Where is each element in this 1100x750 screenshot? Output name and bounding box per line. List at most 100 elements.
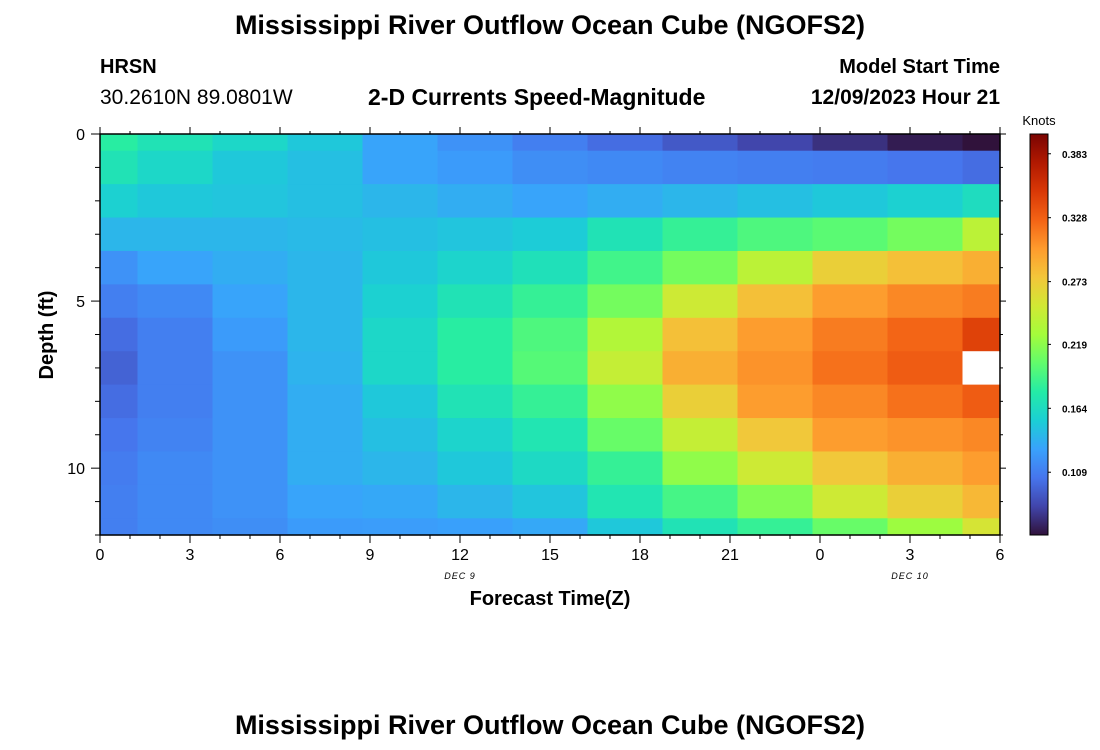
colorbar-tick-label: 0.273 [1062,278,1087,289]
heatmap-cell [100,150,139,185]
heatmap-cell [212,150,289,185]
heatmap-cell [662,184,739,219]
x-tick-label: 15 [541,547,559,564]
heatmap-cell [662,317,739,352]
heatmap-cell [137,518,214,536]
heatmap-cell [437,250,514,285]
heatmap-cell [737,451,814,486]
heatmap-cell [287,134,364,152]
heatmap-cell [100,217,139,252]
heatmap-cell [887,451,964,486]
heatmap-cell [362,418,439,453]
heatmap-cell [512,451,589,486]
heatmap-cell [737,418,814,453]
heatmap-cell [362,451,439,486]
heatmap-cell [212,351,289,386]
colorbar-gradient [1029,133,1049,536]
heatmap-cell [812,250,889,285]
heatmap-cell [100,384,139,419]
heatmap-cell [812,284,889,319]
heatmap-cell [212,484,289,519]
heatmap-cell [962,150,1001,185]
x-tick-label: 3 [186,547,195,564]
heatmap-cell [100,518,139,536]
heatmap-cell [287,384,364,419]
heatmap-cell [137,351,214,386]
x-tick-label: 3 [906,547,915,564]
heatmap-cell [437,184,514,219]
heatmap-cell [587,351,664,386]
heatmap-cell [137,150,214,185]
heatmap-cell [287,518,364,536]
heatmap-cell [887,150,964,185]
heatmap-cell [287,150,364,185]
x-tick-label: 21 [721,547,739,564]
x-tick-label: 6 [276,547,285,564]
heatmap-cell [362,317,439,352]
heatmap-cell [437,518,514,536]
heatmap-cell [962,518,1001,536]
heatmap-cell [137,217,214,252]
heatmap-cell [212,418,289,453]
heatmap-cell [662,418,739,453]
heatmap-cell [100,184,139,219]
heatmap-cell [887,384,964,419]
heatmap-cell [512,284,589,319]
heatmap-cell [812,451,889,486]
heatmap-cell [662,284,739,319]
heatmap-cell [887,284,964,319]
heatmap-cell [737,134,814,152]
heatmap-chart: 0 3 6 9 12 15 18 21 0 3 6 0 5 10 Forecast Time(Z) De… [36,113,1087,610]
heatmap-cell [512,217,589,252]
heatmap-cell [737,250,814,285]
heatmap-cell [812,518,889,536]
heatmap-cell [962,250,1001,285]
heatmap-cell [362,484,439,519]
model-start-label: Model Start Time [839,56,1000,78]
heatmap-cell [662,217,739,252]
heatmap-cell [512,518,589,536]
heatmap-cell [437,284,514,319]
heatmap-cell [362,184,439,219]
heatmap-cell [287,484,364,519]
heatmap-cell [287,418,364,453]
heatmap-cell [512,150,589,185]
chart-subtitle: 2-D Currents Speed-Magnitude [368,84,706,110]
heatmap-cell [137,451,214,486]
station-id: HRSN [100,56,157,78]
heatmap-cell [287,217,364,252]
heatmap-cell [287,317,364,352]
heatmap-cell [212,284,289,319]
heatmap-cell [962,484,1001,519]
heatmap-cell [962,451,1001,486]
heatmap-cell [962,418,1001,453]
heatmap-cell [512,484,589,519]
heatmap-cell [362,150,439,185]
heatmap-cell [100,484,139,519]
heatmap-cell [737,317,814,352]
heatmap-cell [512,351,589,386]
heatmap-cell [587,184,664,219]
heatmap-cell [437,134,514,152]
heatmap-cell [737,150,814,185]
heatmap-cell [962,351,1001,386]
heatmap-cell [212,518,289,536]
heatmap-cell [512,134,589,152]
heatmap-cell [587,284,664,319]
heatmap-cell [212,134,289,152]
x-tick-label: 18 [631,547,649,564]
heatmap-cell [662,384,739,419]
heatmap-cell [962,384,1001,419]
heatmap-cell [662,351,739,386]
colorbar-title: Knots [1022,113,1056,128]
heatmap-cell [887,317,964,352]
heatmap-cell [362,217,439,252]
heatmap-cell [962,134,1001,152]
x-axis-label: Forecast Time(Z) [470,588,631,610]
x-tick-label: 6 [996,547,1005,564]
heatmap-cell [100,134,139,152]
heatmap-cell [812,184,889,219]
heatmap-cell [812,418,889,453]
y-tick-label: 5 [76,294,85,311]
heatmap-cell [737,284,814,319]
